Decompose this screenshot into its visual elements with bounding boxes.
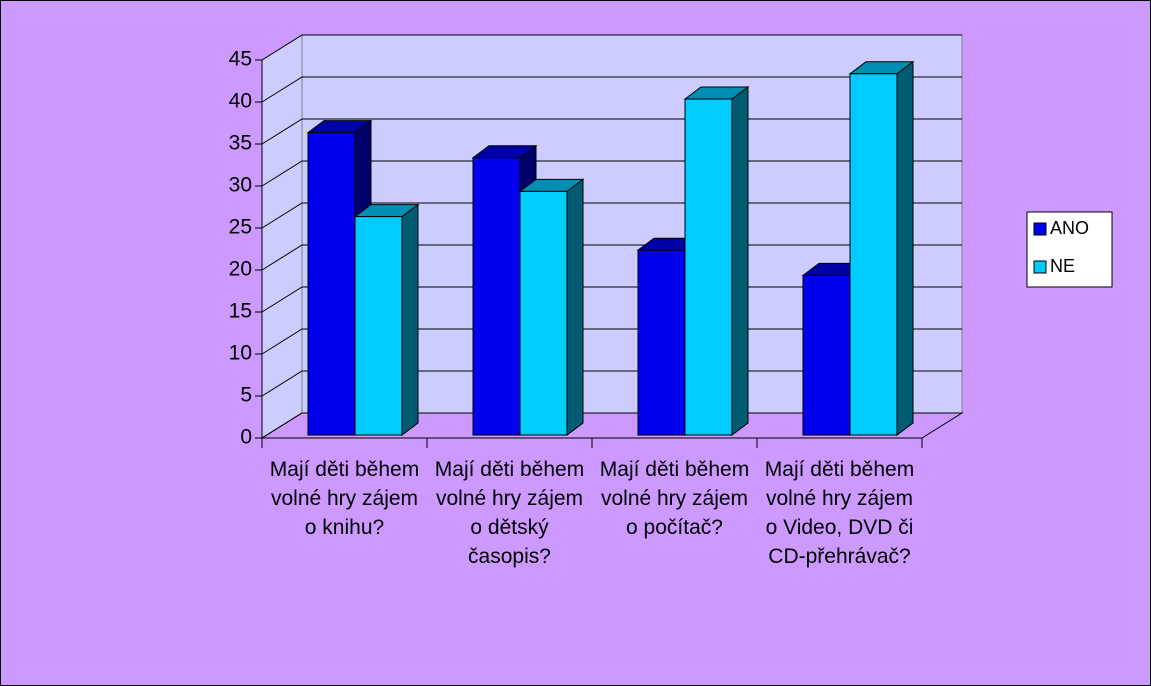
legend-swatch <box>1033 260 1047 274</box>
bar-front <box>519 190 568 436</box>
y-tick-label: 45 <box>229 48 252 71</box>
bar-side <box>566 178 584 436</box>
y-tick-label: 35 <box>229 132 252 155</box>
bar <box>848 60 915 436</box>
y-tick-label: 40 <box>229 90 252 113</box>
x-tick-label: Mají děti během volné hry zájem o počíta… <box>599 458 750 539</box>
side-wall <box>261 34 303 439</box>
y-tick-label: 5 <box>240 384 252 407</box>
y-tick-label: 20 <box>229 258 252 281</box>
y-tick-label: 0 <box>240 426 252 449</box>
bar-side <box>401 203 419 436</box>
y-tick-label: 10 <box>229 342 252 365</box>
bar-front <box>307 132 356 436</box>
bar <box>683 86 750 436</box>
bar-front <box>684 98 733 436</box>
y-tick-label: 15 <box>229 300 252 323</box>
legend-label: ANO <box>1050 218 1089 238</box>
x-tick-label: Mají děti během volné hry zájem o knihu? <box>269 458 420 539</box>
x-tick-label: Mají děti během volné hry zájem o Video,… <box>764 458 915 568</box>
bar <box>306 119 373 436</box>
bar-side <box>731 86 749 436</box>
legend-label: NE <box>1050 256 1075 276</box>
y-tick-label: 30 <box>229 174 252 197</box>
bar-front <box>637 249 686 436</box>
x-tick-label: Mají děti během volné hry zájem o dětský… <box>434 458 585 568</box>
bar-front <box>472 157 521 436</box>
bar-front <box>849 73 898 436</box>
bar <box>518 178 585 436</box>
legend-swatch <box>1033 222 1047 236</box>
grid-line <box>261 34 962 61</box>
bar-front <box>802 274 851 436</box>
bar-front <box>354 216 403 436</box>
grid-line <box>261 76 962 103</box>
y-tick-label: 25 <box>229 216 252 239</box>
bar <box>353 203 420 436</box>
bar-side <box>896 60 914 436</box>
